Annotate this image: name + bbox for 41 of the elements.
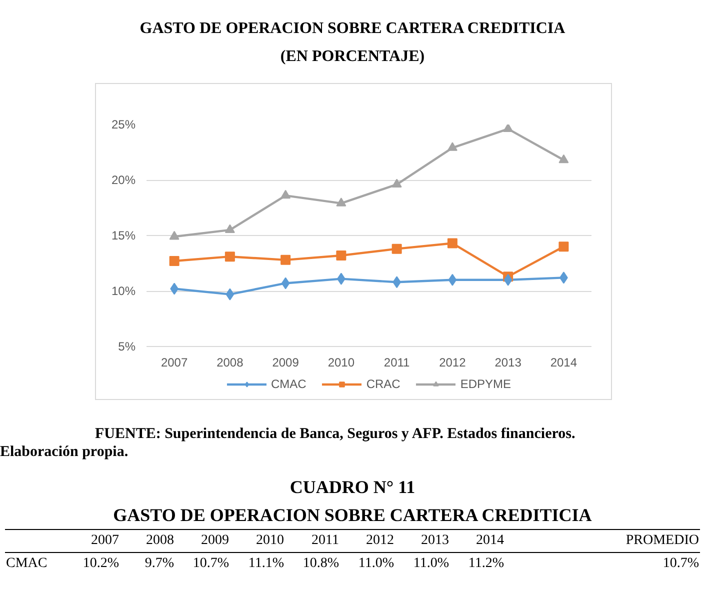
text: 11.1% xyxy=(247,555,285,573)
text: 10.2% xyxy=(82,555,120,573)
y-tick-label: 15% xyxy=(111,228,136,242)
x-tick-label: 2013 xyxy=(494,356,522,370)
text: PROMEDIO xyxy=(624,532,700,550)
text: 11.2% xyxy=(467,555,505,573)
legend-label: CMAC xyxy=(270,377,306,391)
chart-title: GASTO DE OPERACION SOBRE CARTERA CREDITICIA xyxy=(138,19,566,39)
text: GASTO DE OPERACION SOBRE CARTERA CREDITICIA xyxy=(112,504,593,527)
category-label: 2009 xyxy=(201,533,229,548)
category-label: 2012 xyxy=(366,533,394,548)
legend-label: CRAC xyxy=(366,377,400,391)
x-tick-label: 2014 xyxy=(550,356,578,370)
category-label: 2014 xyxy=(476,533,504,548)
legend-label: EDPYME xyxy=(460,377,512,391)
text: 10.7% xyxy=(662,555,700,573)
category-label: 2007 xyxy=(91,533,119,548)
x-tick-label: 2010 xyxy=(328,356,355,370)
x-tick-label: 2012 xyxy=(439,356,466,370)
x-tick-label: 2011 xyxy=(384,356,410,370)
category-label: 2008 xyxy=(146,533,174,548)
y-tick-label: 10% xyxy=(111,284,136,298)
text: 10.8% xyxy=(302,555,340,573)
y-tick-label: 5% xyxy=(118,340,136,354)
x-tick-label: 2008 xyxy=(216,356,244,370)
y-tick-label: 20% xyxy=(111,173,136,187)
text: CUADRO N° 11 xyxy=(288,476,416,499)
text: 9.7% xyxy=(144,555,175,573)
text: Elaboración propia. xyxy=(0,444,128,460)
category-label: 2010 xyxy=(256,533,284,548)
text: 11.0% xyxy=(357,555,395,573)
category-label: 2013 xyxy=(421,533,449,548)
y-tick-label: 25% xyxy=(111,118,136,132)
text: CMAC xyxy=(5,555,48,573)
text: 11.0% xyxy=(412,555,450,573)
category-label: 2011 xyxy=(312,533,339,548)
source-note: FUENTE: Superintendencia de Banca, Seguros y AFP. Estados financieros. xyxy=(95,426,576,442)
text: 10.7% xyxy=(192,555,230,573)
x-tick-label: 2007 xyxy=(160,356,188,370)
x-tick-label: 2009 xyxy=(272,356,300,370)
chart-subtitle: (EN PORCENTAJE) xyxy=(279,47,426,67)
